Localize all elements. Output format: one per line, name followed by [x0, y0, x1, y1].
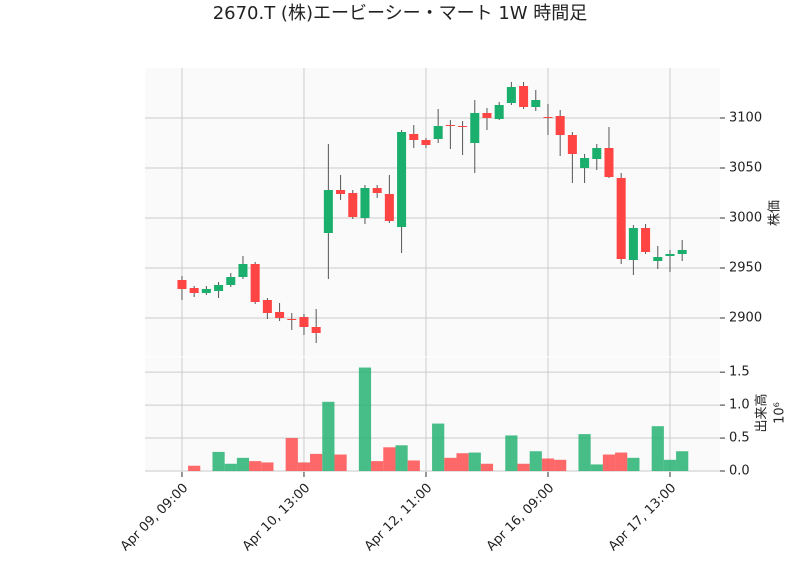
candle-body — [226, 277, 236, 285]
candle-body — [201, 289, 211, 293]
volume-bar — [627, 457, 640, 472]
volume-bar — [456, 453, 469, 472]
candle-body — [336, 190, 346, 194]
volume-bar — [236, 457, 250, 472]
candle-body — [421, 140, 431, 145]
candle-body — [250, 264, 260, 302]
volume-bar — [395, 445, 408, 472]
volume-bar — [676, 451, 689, 472]
volume-bar — [322, 401, 335, 472]
candle-body — [519, 86, 529, 107]
candle-body — [384, 194, 394, 221]
candle-body — [323, 190, 333, 233]
volume-bar — [249, 461, 262, 472]
candle-body — [189, 288, 199, 293]
volume-bar — [261, 462, 274, 472]
volume-bar — [468, 452, 481, 472]
volume-bar — [444, 457, 457, 472]
volume-bar — [615, 452, 628, 472]
chart-title: 2670.T (株)エービーシー・マート 1W 時間足 — [213, 3, 588, 24]
volume-axis-label: 出来高 — [754, 393, 770, 432]
volume-bar — [407, 460, 420, 472]
volume-bar — [383, 447, 396, 472]
candle-body — [604, 148, 614, 177]
candle-body — [262, 300, 272, 313]
y-tick-label: 2950 — [729, 261, 762, 276]
volume-bar — [334, 454, 347, 472]
volume-bar — [554, 459, 567, 472]
candle-body — [628, 228, 638, 260]
candle-body — [311, 327, 321, 333]
volume-bar — [505, 435, 518, 472]
y-tick-label: 3050 — [729, 161, 762, 176]
volume-bar — [297, 462, 311, 472]
candle-body — [299, 317, 309, 327]
volume-bar — [188, 465, 201, 472]
candle-body — [482, 113, 492, 118]
volume-bar — [602, 454, 616, 472]
x-tick-label: Apr 09, 09:00 — [118, 481, 191, 554]
candle-body — [445, 125, 455, 126]
candle-body — [397, 132, 407, 227]
candle-body — [592, 148, 602, 159]
volume-bar — [310, 453, 323, 472]
volume-bar — [371, 461, 384, 472]
candle-body — [494, 105, 504, 119]
candle-body — [433, 126, 443, 139]
volume-bar — [590, 464, 603, 472]
candle-body — [531, 100, 541, 107]
volume-bar — [285, 438, 298, 472]
volume-bar — [517, 463, 530, 472]
x-tick-label: Apr 10, 13:00 — [240, 481, 313, 554]
candle-body — [372, 188, 382, 193]
candle-body — [458, 126, 468, 127]
volume-bar — [224, 463, 237, 472]
candle-body — [506, 87, 516, 103]
x-tick-label: Apr 12, 11:00 — [362, 481, 435, 554]
y-tick-label: 2900 — [729, 311, 762, 326]
candle-body — [580, 158, 590, 168]
candle-body — [677, 250, 687, 254]
candle-body — [348, 193, 358, 217]
volume-tick-label: 0.5 — [729, 431, 750, 446]
volume-bar — [541, 458, 555, 472]
candle-body — [555, 116, 565, 135]
x-tick-label: Apr 16, 09:00 — [484, 481, 557, 554]
volume-bar — [358, 367, 372, 472]
candle-body — [616, 178, 626, 259]
candle-body — [409, 134, 419, 140]
y-tick-label: 3000 — [729, 211, 762, 226]
candle-body — [287, 319, 297, 320]
volume-tick-label: 1.0 — [729, 398, 750, 413]
volume-bar — [651, 426, 664, 472]
candle-body — [543, 117, 553, 118]
y-tick-label: 3100 — [729, 111, 762, 126]
candle-body — [653, 257, 663, 261]
volume-bar — [529, 451, 542, 472]
volume-scale: 10⁶ — [773, 402, 788, 424]
candle-body — [641, 228, 651, 252]
candle-body — [238, 264, 248, 277]
candle-body — [214, 285, 224, 291]
candle-body — [470, 113, 480, 143]
candle-body — [275, 312, 285, 318]
y-axis-label: 株価 — [768, 200, 783, 226]
volume-bar — [578, 434, 591, 472]
volume-bar — [432, 423, 445, 472]
volume-tick-label: 1.5 — [729, 365, 750, 380]
volume-bar — [663, 459, 677, 472]
candle-body — [360, 188, 370, 218]
candle-body — [567, 135, 577, 154]
volume-bar — [480, 463, 494, 472]
volume-bar — [212, 451, 225, 472]
candle-body — [177, 280, 187, 289]
x-tick-label: Apr 17, 13:00 — [606, 481, 679, 554]
volume-tick-label: 0.0 — [729, 464, 750, 479]
candle-body — [665, 254, 675, 256]
